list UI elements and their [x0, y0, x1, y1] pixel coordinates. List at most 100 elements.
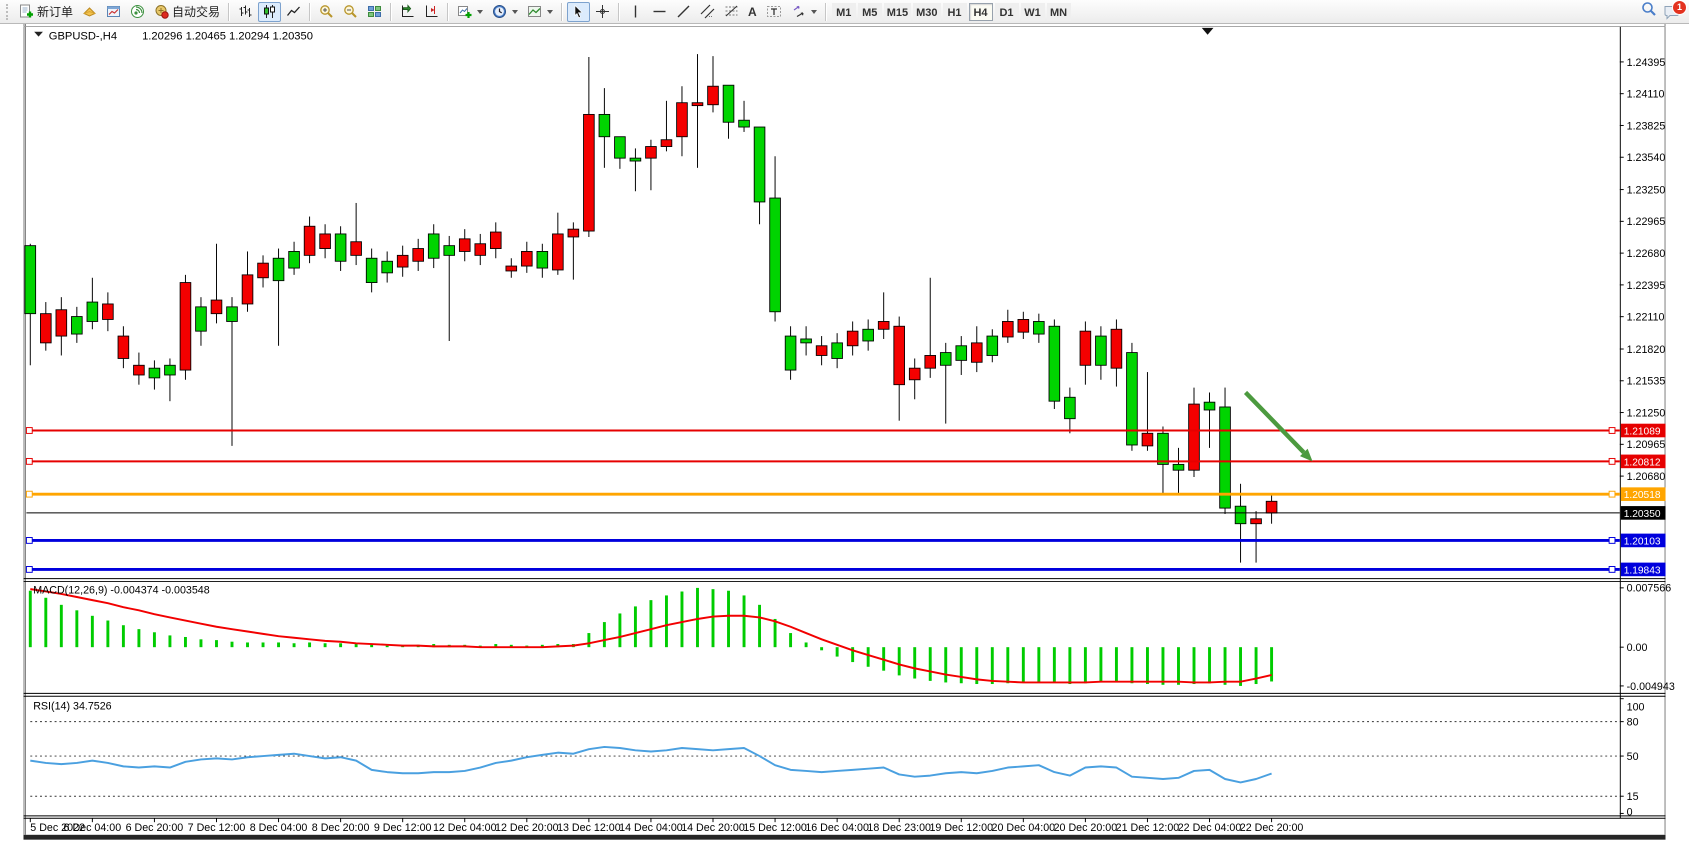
candle [722, 84, 735, 123]
horizontal-line-1.20103[interactable]: 1.20103 [25, 533, 1666, 548]
vertical-line-tool-button[interactable] [624, 2, 647, 22]
pane-separator[interactable] [23, 815, 1666, 819]
timeframe-M5[interactable]: M5 [857, 2, 882, 21]
auto-scroll-icon [402, 4, 414, 17]
price-axis[interactable]: 1.24395 1.24110 1.23825 1.23540 1.23250 1.229… [1619, 26, 1666, 819]
pane-separator[interactable] [23, 578, 1666, 583]
timeframe-H4[interactable]: H4 [968, 2, 993, 21]
price-tick-label: 1.23250 [1627, 184, 1666, 196]
text-tool-button[interactable]: A [744, 2, 761, 22]
line-handle[interactable] [1608, 427, 1616, 434]
candle [86, 301, 99, 322]
bar-chart-button[interactable] [234, 2, 257, 22]
timeframe-M30[interactable]: M30 [913, 2, 941, 21]
candle [660, 139, 673, 147]
market-watch-button[interactable] [78, 2, 101, 22]
price-tick-label: 1.22110 [1627, 312, 1665, 324]
rsi-line [30, 745, 1272, 784]
line-handle[interactable] [25, 566, 33, 573]
candle [1219, 406, 1231, 509]
line-handle[interactable] [1608, 566, 1616, 573]
trendline-tool-button[interactable] [672, 2, 695, 22]
chevron-down-icon [810, 9, 817, 14]
fibonacci-tool-button[interactable] [720, 2, 743, 22]
horizontal-line-1.20518[interactable]: 1.20518 [25, 487, 1666, 501]
line-handle[interactable] [25, 490, 33, 498]
horizontal-line-1.20350[interactable]: 1.20350 [26, 506, 1666, 520]
time-tick-label: 12 Dec 04:00 [433, 822, 497, 834]
time-tick-label: 14 Dec 04:00 [619, 822, 683, 834]
notifications-button[interactable]: 1 [1663, 0, 1687, 20]
toolbar: 新订单 自动交易 [0, 0, 1689, 24]
text-label-tool-button[interactable] [762, 2, 786, 22]
signal-icon [131, 5, 145, 18]
candle [614, 136, 626, 159]
line-handle[interactable] [1608, 457, 1616, 465]
timeframe-H1[interactable]: H1 [942, 2, 967, 21]
autotrading-button[interactable]: 自动交易 [150, 2, 224, 22]
periods-button[interactable] [488, 2, 522, 22]
auto-scroll-button[interactable] [396, 2, 419, 22]
timeframe-M1[interactable]: M1 [831, 2, 856, 21]
candlestick-chart-button[interactable] [258, 1, 282, 22]
candle [226, 306, 238, 322]
chart-window-button[interactable] [102, 2, 125, 22]
crosshair-tool-button[interactable] [591, 2, 614, 22]
price-tick-label: 1.21250 [1627, 407, 1666, 419]
line-chart-button[interactable] [282, 2, 305, 22]
tile-windows-button[interactable] [363, 2, 386, 22]
candle [862, 328, 874, 342]
template-icon [528, 6, 542, 17]
annotation-arrow[interactable] [1243, 390, 1313, 462]
cursor-tool-button[interactable] [567, 1, 591, 22]
line-handle[interactable] [1608, 537, 1616, 544]
equidistant-channel-icon [700, 4, 715, 19]
indicators-button[interactable] [453, 2, 487, 22]
timeframe-M15[interactable]: M15 [883, 2, 912, 21]
candle [241, 274, 254, 305]
price-label-text: 1.20518 [1624, 490, 1661, 501]
time-tick-label: 8 Dec 04:00 [250, 822, 308, 834]
macd-pane: MACD(12,26,9) -0.004374 -0.003548 0.00756… [28, 583, 1675, 693]
line-handle[interactable] [1608, 490, 1616, 498]
line-handle[interactable] [25, 537, 33, 544]
candle [195, 306, 207, 332]
horizontal-line-1.20812[interactable]: 1.20812 [25, 454, 1666, 469]
pane-separator[interactable] [23, 692, 1666, 697]
candle [1126, 352, 1138, 446]
candle [350, 241, 362, 256]
time-tick-label: 20 Dec 04:00 [992, 822, 1056, 834]
candle [924, 355, 937, 369]
channel-tool-button[interactable] [696, 2, 719, 22]
horizontal-line-1.19843[interactable]: 1.19843 [25, 562, 1666, 577]
price-tick-label: 1.20965 [1627, 439, 1666, 451]
horizontal-line-tool-button[interactable] [648, 2, 671, 22]
timeframe-W1[interactable]: W1 [1020, 2, 1045, 21]
price-label-box [1620, 533, 1666, 548]
line-handle[interactable] [25, 457, 33, 465]
new-order-button[interactable]: 新订单 [15, 2, 77, 22]
zoom-in-button[interactable] [315, 2, 338, 22]
line-handle[interactable] [25, 427, 33, 434]
time-tick-label: 6 Dec 20:00 [126, 822, 184, 834]
arrows-tool-button[interactable] [787, 2, 821, 22]
chart-shift-button[interactable] [420, 2, 443, 22]
candle [1172, 463, 1185, 471]
candle [272, 257, 285, 282]
timeframe-D1[interactable]: D1 [994, 2, 1019, 21]
templates-button[interactable] [523, 2, 557, 22]
search-icon[interactable] [1641, 1, 1657, 22]
candle [552, 233, 564, 271]
signals-button[interactable] [126, 2, 149, 22]
chevron-down-icon[interactable] [34, 31, 43, 37]
chart-window[interactable]: GBPUSD-,H4 1.20296 1.20465 1.20294 1.2035… [0, 24, 1689, 863]
chart-background [23, 24, 1666, 840]
zoom-out-button[interactable] [339, 2, 362, 22]
bottom-edge [23, 834, 1666, 840]
horizontal-line-1.21089[interactable]: 1.21089 [25, 423, 1666, 438]
candle [1095, 335, 1107, 366]
candle [939, 352, 952, 366]
fibonacci-icon [725, 5, 738, 17]
timeframe-MN[interactable]: MN [1046, 2, 1071, 21]
